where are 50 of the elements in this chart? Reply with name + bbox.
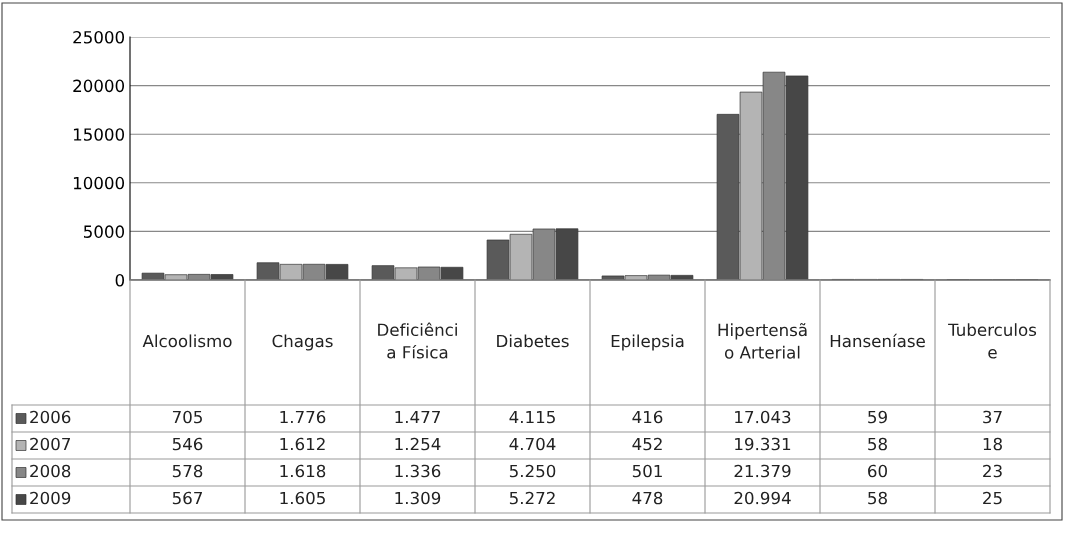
data-label: 501 [632,464,662,478]
data-label: 60 [868,464,887,478]
data-label: 4.704 [509,437,556,451]
data-label: 567 [172,491,202,505]
data-label: 37 [983,410,1002,424]
y-tick-label: 0 [115,273,125,287]
data-label: 25 [983,491,1002,505]
legend-label: 2007 [30,437,70,451]
data-label: 59 [868,410,887,424]
data-label: 20.994 [734,491,791,505]
data-label: 1.254 [395,437,441,451]
data-label: 18 [983,437,1002,451]
legend-label: 2008 [30,464,71,478]
legend-label: 2009 [30,491,71,505]
data-label: 4.115 [509,410,555,424]
data-label: 1.618 [280,464,326,478]
y-tick-label: 5000 [84,225,125,238]
x-tick-label: Deficiência Física [378,322,457,359]
data-label: 578 [172,464,203,478]
data-label: 58 [868,491,887,505]
y-tick-label: 10000 [73,176,125,190]
x-tick-label: Epilepsia [611,334,684,351]
y-tick-label: 15000 [73,128,125,141]
data-label: 478 [632,491,663,505]
y-tick-label: 25000 [73,30,125,44]
x-tick-label: Diabetes [497,334,569,348]
x-tick-label: Hipertensão Arterial [718,323,807,359]
x-tick-label: Hanseníase [830,333,925,348]
x-tick-label: Chagas [272,334,333,351]
data-label: 705 [172,410,202,424]
data-label: 5.272 [509,491,555,505]
data-label: 1.612 [280,437,325,451]
data-label: 546 [172,437,203,451]
legend-label: 2006 [30,410,71,424]
data-label: 21.379 [734,464,791,478]
x-tick-label: Tuberculose [948,323,1037,359]
data-label: 1.336 [395,464,441,478]
data-label: 1.309 [395,491,441,505]
data-label: 23 [983,464,1002,478]
data-label: 5.250 [509,464,556,478]
data-label: 1.776 [280,410,326,424]
data-label: 1.477 [395,410,440,424]
data-label: 58 [868,437,887,451]
data-label: 1.605 [280,491,325,505]
data-label: 17.043 [735,410,791,424]
data-label: 416 [632,410,663,424]
data-label: 19.331 [735,437,791,451]
y-tick-label: 20000 [73,79,125,93]
x-tick-label: Alcoolismo [142,334,232,348]
data-label: 452 [632,437,662,451]
